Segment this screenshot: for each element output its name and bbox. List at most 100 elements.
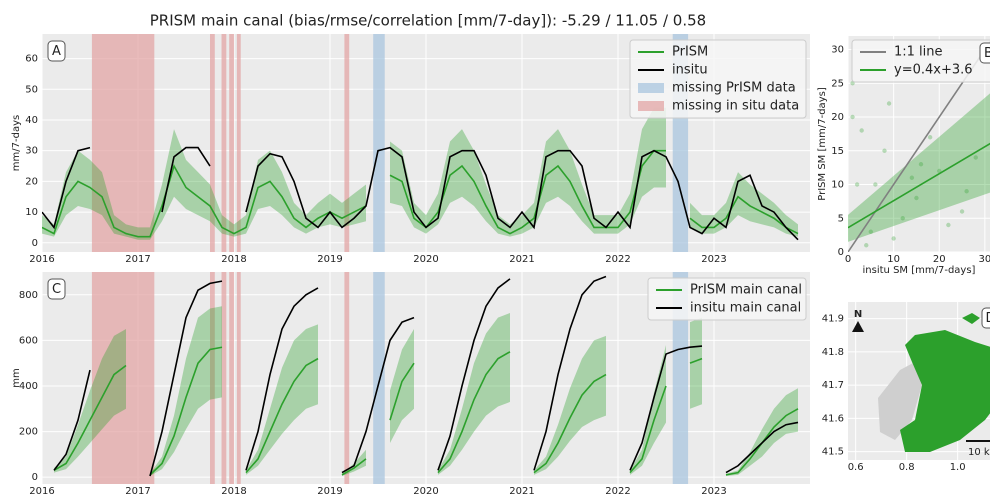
missing-span xyxy=(229,272,234,484)
missing-span xyxy=(210,272,215,484)
legend-swatch xyxy=(638,83,664,93)
land-green xyxy=(900,330,990,452)
scatter-point xyxy=(864,243,869,248)
y-tick-label: 20 xyxy=(25,176,38,187)
scatter-point xyxy=(854,182,860,187)
y-tick-label: 200 xyxy=(19,427,38,438)
legend-label: insitu xyxy=(672,63,708,78)
panel-label: D xyxy=(985,311,990,326)
x-tick-label: 30 xyxy=(979,254,990,265)
x-tick-label: 2016 xyxy=(29,254,54,265)
legend-label: insitu main canal xyxy=(690,301,801,316)
scatter-point xyxy=(927,135,933,140)
x-tick-label: 2021 xyxy=(509,486,534,497)
y-tick-label: 41.9 xyxy=(822,314,844,325)
x-tick-label: 10 xyxy=(887,254,900,265)
y-axis-label: mm/7-days xyxy=(11,115,22,171)
scatter-point xyxy=(900,216,905,221)
y-tick-label: 41.5 xyxy=(822,447,844,458)
y-tick-label: 800 xyxy=(19,290,38,301)
scatter-point xyxy=(937,168,942,174)
missing-span xyxy=(344,34,350,252)
missing-span xyxy=(91,272,155,484)
island-green xyxy=(962,313,980,324)
x-tick-label: 2022 xyxy=(605,486,630,497)
y-tick-label: 0 xyxy=(838,247,844,258)
series-line xyxy=(53,346,799,476)
y-tick-label: 0 xyxy=(32,472,38,483)
scatter-point xyxy=(909,175,915,180)
panel-label: B xyxy=(984,46,990,61)
scatter-point xyxy=(946,222,951,228)
legend-label: y=0.4x+3.6 xyxy=(894,63,973,78)
scatter-point xyxy=(850,114,855,120)
scatter-point xyxy=(959,209,965,214)
x-tick-label: 20 xyxy=(933,254,946,265)
legend-box xyxy=(851,39,990,83)
scatter-point xyxy=(886,101,892,106)
y-tick-label: 25 xyxy=(831,78,844,89)
scale-label: 10 km xyxy=(968,447,990,458)
plot-layer xyxy=(42,34,810,252)
x-tick-label: 2019 xyxy=(317,486,342,497)
y-tick-label: 30 xyxy=(831,45,844,56)
missing-span xyxy=(91,34,155,252)
y-tick-label: 0 xyxy=(32,238,38,249)
y-tick-label: 40 xyxy=(25,115,38,126)
panel-label-box xyxy=(47,278,66,300)
x-tick-label: 2017 xyxy=(125,254,150,265)
series-line xyxy=(53,275,799,477)
x-tick-label: 0.8 xyxy=(899,462,915,473)
x-tick-label: 2023 xyxy=(701,486,726,497)
plot-layer xyxy=(848,302,990,460)
land-gray xyxy=(878,362,922,440)
north-arrow xyxy=(852,321,864,332)
missing-span xyxy=(221,34,227,252)
y-tick-label: 41.7 xyxy=(822,380,844,391)
missing-span xyxy=(221,272,227,484)
legend-box xyxy=(629,39,807,119)
figure-title: PRISM main canal (bias/rmse/correlation … xyxy=(150,12,706,30)
y-tick-label: 41.6 xyxy=(822,413,844,424)
scatter-point xyxy=(859,128,864,133)
uncertainty-band xyxy=(42,107,798,240)
y-tick-label: 20 xyxy=(831,112,844,123)
legend-label: 1:1 line xyxy=(894,45,943,60)
y-tick-label: 5 xyxy=(838,213,844,224)
x-tick-label: 2020 xyxy=(413,486,438,497)
scatter-point xyxy=(914,195,919,201)
panel-label-box xyxy=(47,40,66,62)
y-axis-label: mm xyxy=(11,368,22,387)
x-tick-label: 2020 xyxy=(413,254,438,265)
x-tick-label: 1.0 xyxy=(950,462,966,473)
y-tick-label: 10 xyxy=(831,180,844,191)
north-label: N xyxy=(854,309,862,320)
legend-label: PrISM xyxy=(672,45,708,60)
y-tick-label: 30 xyxy=(25,146,38,157)
y-tick-label: 400 xyxy=(19,381,38,392)
y-tick-label: 41.8 xyxy=(822,347,844,358)
y-axis-label: PrISM SM [mm/7-days] xyxy=(817,87,828,201)
y-tick-label: 15 xyxy=(831,146,844,157)
y-tick-label: 60 xyxy=(25,54,38,65)
missing-span xyxy=(373,34,385,252)
legend-swatch xyxy=(638,101,664,111)
x-tick-label: 2023 xyxy=(701,254,726,265)
scatter-point xyxy=(973,155,978,160)
panel-label-box xyxy=(979,42,990,64)
legend-label: missing PrISM data xyxy=(672,81,796,96)
x-tick-label: 2019 xyxy=(317,254,342,265)
x-tick-label: 2018 xyxy=(221,486,246,497)
legend-label: missing in situ data xyxy=(672,99,799,114)
missing-span xyxy=(672,272,689,484)
scatter-point xyxy=(964,189,969,194)
scatter-point xyxy=(918,162,924,167)
panel-label: C xyxy=(52,282,61,297)
y-tick-label: 10 xyxy=(25,207,38,218)
scatter-point xyxy=(873,182,878,187)
scatter-point xyxy=(891,236,896,241)
missing-span xyxy=(236,272,241,484)
missing-span xyxy=(210,34,215,252)
